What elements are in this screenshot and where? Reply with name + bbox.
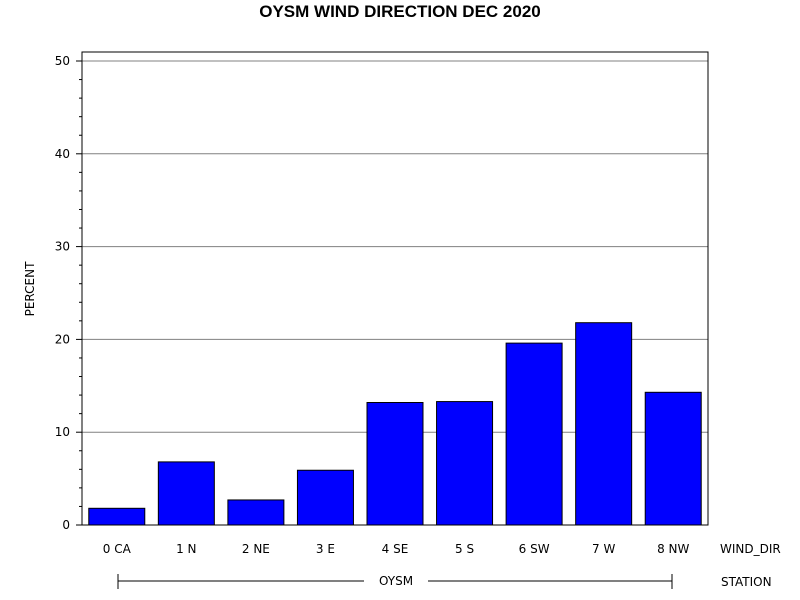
- station-group: OYSM: [117, 574, 673, 589]
- y-axis-label: PERCENT: [23, 261, 37, 316]
- x-axis-label: WIND_DIR: [720, 542, 781, 556]
- x-axis-tick-labels: 0 CA 1 N 2 NE 3 E 4 SE 5 S 6 SW 7 W 8 NW: [103, 542, 690, 556]
- x-tick-label: 0 CA: [103, 542, 132, 556]
- y-axis: 0 10 20 30 40 50: [55, 54, 82, 532]
- y-tick-label: 30: [55, 240, 70, 254]
- x-tick-label: 8 NW: [657, 542, 689, 556]
- x-tick-label: 3 E: [316, 542, 335, 556]
- bar-2: [227, 499, 285, 526]
- bar-0: [88, 507, 146, 526]
- bar-5: [436, 401, 494, 526]
- bar-8: [644, 391, 702, 526]
- chart-title: OYSM WIND DIRECTION DEC 2020: [259, 2, 541, 21]
- y-tick-label: 40: [55, 147, 70, 161]
- bar-3: [296, 469, 354, 526]
- x-tick-label: 1 N: [176, 542, 196, 556]
- x-tick-label: 2 NE: [242, 542, 270, 556]
- group-axis-label: STATION: [721, 575, 772, 589]
- plot-frame: [81, 51, 709, 526]
- y-tick-label: 20: [55, 332, 70, 346]
- x-tick-label: 7 W: [592, 542, 615, 556]
- x-tick-label: 5 S: [455, 542, 474, 556]
- bar-4: [366, 402, 424, 526]
- bar-7: [575, 322, 633, 526]
- x-tick-label: 4 SE: [382, 542, 409, 556]
- bar-1: [157, 461, 215, 526]
- y-tick-label: 10: [55, 425, 70, 439]
- y-tick-label: 50: [55, 54, 70, 68]
- group-label: OYSM: [379, 574, 413, 588]
- y-tick-label: 0: [62, 518, 70, 532]
- bar-6: [505, 342, 563, 526]
- bars: [88, 322, 702, 526]
- x-tick-label: 6 SW: [519, 542, 550, 556]
